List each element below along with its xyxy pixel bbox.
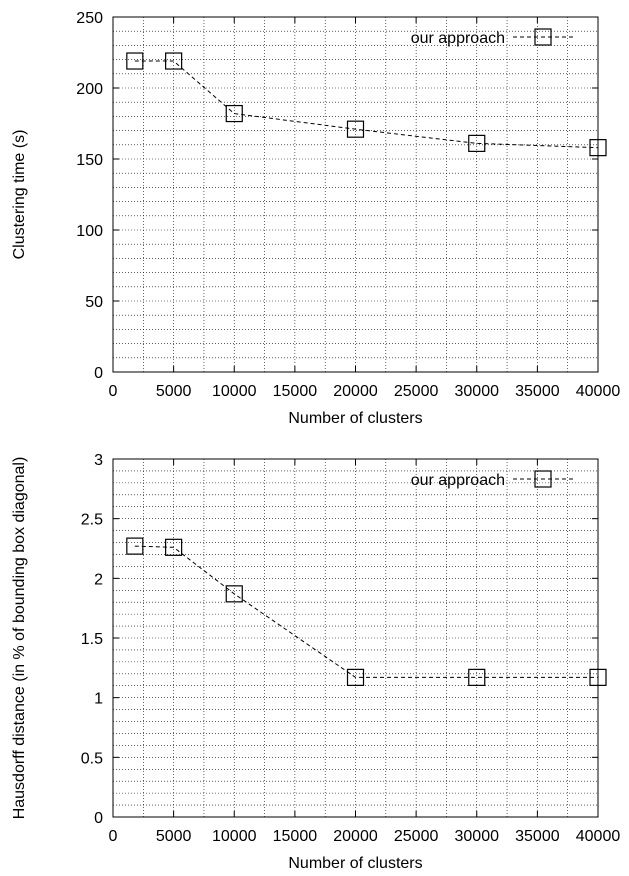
series-line [134,60,599,149]
x-tick-label: 30000 [455,828,500,845]
x-tick-label: 25000 [394,828,439,845]
series-our-approach [126,52,607,157]
y-tick-label: 1.5 [81,631,103,648]
data-point-marker [346,668,365,686]
y-axis-label: Hausdorff distance (in % of bounding box… [11,457,28,820]
x-tick-label: 0 [109,383,118,400]
legend-label: our approach [411,472,505,489]
series-our-approach [126,537,607,686]
x-axis: 0 5000 10000 15000 20000 25000 30000 35000 40000 [109,17,621,400]
series-line [134,545,598,678]
x-tick-label: 20000 [333,828,378,845]
data-point-marker [225,585,243,603]
data-point-marker [589,668,607,686]
data-point-marker [589,139,607,157]
x-axis-label: Number of clusters [288,855,422,872]
grid [113,459,598,817]
x-tick-label: 5000 [156,828,192,845]
chart-hausdorff-distance: 0 5000 10000 15000 20000 25000 30000 35000 40000… [11,452,620,872]
x-tick-label: 15000 [273,828,318,845]
y-tick-label: 200 [76,81,103,98]
x-tick-label: 10000 [212,828,257,845]
data-point-marker [468,668,486,686]
y-tick-label: 150 [76,152,103,169]
data-point-marker [468,134,486,152]
x-tick-label: 20000 [333,383,378,400]
data-point-marker [225,104,243,123]
x-tick-label: 40000 [576,383,621,400]
y-tick-label: 0 [94,365,103,382]
y-tick-label: 2 [94,571,103,588]
x-tick-label: 0 [109,828,118,845]
y-tick-label: 0 [94,810,103,827]
x-tick-label: 35000 [515,383,560,400]
legend-marker [534,28,552,46]
y-axis-label: Clustering time (s) [11,130,28,260]
y-tick-label: 1 [94,691,103,708]
x-tick-label: 25000 [394,383,439,400]
y-axis: 0 0.5 1 1.5 2 2.5 3 [81,452,598,827]
chart-clustering-time: 0 5000 10000 15000 20000 25000 30000 35000 40000… [11,10,620,427]
x-tick-label: 35000 [515,828,560,845]
y-tick-label: 3 [94,452,103,469]
y-tick-label: 2.5 [81,512,103,529]
data-point-marker [165,52,183,70]
legend: our approach [411,28,573,47]
legend-label: our approach [411,30,505,47]
y-tick-label: 100 [76,223,103,240]
data-point-marker [346,120,365,138]
data-point-marker [126,537,144,555]
x-tick-label: 15000 [273,383,318,400]
grid [113,17,598,372]
legend-marker [534,470,552,488]
y-tick-label: 50 [85,294,103,311]
x-tick-label: 40000 [576,828,621,845]
data-point-marker [126,52,144,70]
legend: our approach [411,470,573,489]
x-axis-label: Number of clusters [288,410,422,427]
x-tick-label: 5000 [156,383,192,400]
y-tick-label: 250 [76,10,103,27]
x-tick-label: 30000 [455,383,500,400]
x-tick-label: 10000 [212,383,257,400]
y-tick-label: 0.5 [81,750,103,767]
y-axis: 0 50 100 150 200 250 [76,10,598,382]
data-point-marker [165,538,183,556]
x-axis: 0 5000 10000 15000 20000 25000 30000 35000 40000 [109,459,621,845]
